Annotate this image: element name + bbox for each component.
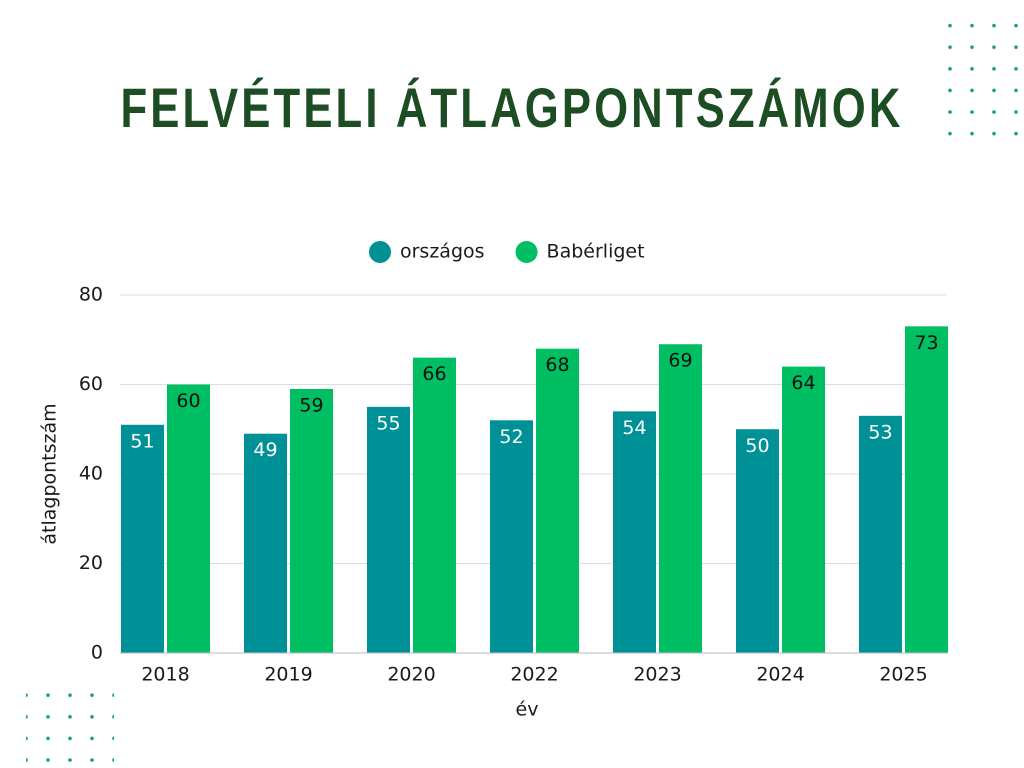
data-label: 60 — [176, 390, 200, 412]
data-label: 64 — [791, 372, 815, 394]
y-axis-label: átlagpontszám — [39, 403, 61, 544]
x-tick-label: 2023 — [633, 664, 681, 686]
bar — [244, 433, 287, 653]
x-tick-label: 2020 — [387, 664, 435, 686]
x-tick-label: 2018 — [141, 664, 189, 686]
data-label: 68 — [545, 354, 569, 376]
bar — [736, 429, 779, 653]
data-label: 52 — [499, 426, 523, 448]
data-label: 66 — [422, 363, 446, 385]
bar — [613, 411, 656, 653]
bar — [167, 384, 210, 653]
legend-marker — [369, 241, 391, 263]
bar — [859, 415, 902, 653]
x-axis-label: év — [516, 699, 539, 721]
y-tick-label: 60 — [79, 373, 103, 395]
bar — [490, 420, 533, 653]
x-tick-label: 2024 — [756, 664, 804, 686]
x-tick-label: 2022 — [510, 664, 558, 686]
bar — [782, 366, 825, 653]
y-tick-label: 0 — [91, 642, 103, 664]
legend-label: Babérliget — [547, 241, 645, 263]
data-label: 69 — [668, 350, 692, 372]
bar — [367, 406, 410, 653]
legend-label: országos — [400, 241, 485, 263]
bar — [290, 388, 333, 653]
bar — [659, 344, 702, 653]
data-label: 54 — [622, 417, 646, 439]
y-tick-label: 40 — [79, 463, 103, 485]
data-label: 49 — [253, 439, 277, 461]
bar — [121, 424, 164, 653]
decoration-dots — [26, 688, 114, 768]
x-tick-label: 2019 — [264, 664, 312, 686]
y-tick-label: 20 — [79, 552, 103, 574]
data-label: 51 — [130, 430, 154, 452]
data-label: 73 — [914, 332, 938, 354]
data-label: 50 — [745, 435, 769, 457]
bar — [536, 348, 579, 653]
data-label: 59 — [299, 394, 323, 416]
decoration-dots — [933, 18, 1021, 136]
data-label: 55 — [376, 412, 400, 434]
bar — [905, 326, 948, 653]
chart-title: FELVÉTELI ÁTLAGPONTSZÁMOK — [120, 77, 903, 139]
bar — [413, 357, 456, 653]
x-tick-label: 2025 — [879, 664, 927, 686]
y-tick-label: 80 — [79, 284, 103, 306]
data-label: 53 — [868, 421, 892, 443]
legend-marker — [515, 241, 538, 263]
